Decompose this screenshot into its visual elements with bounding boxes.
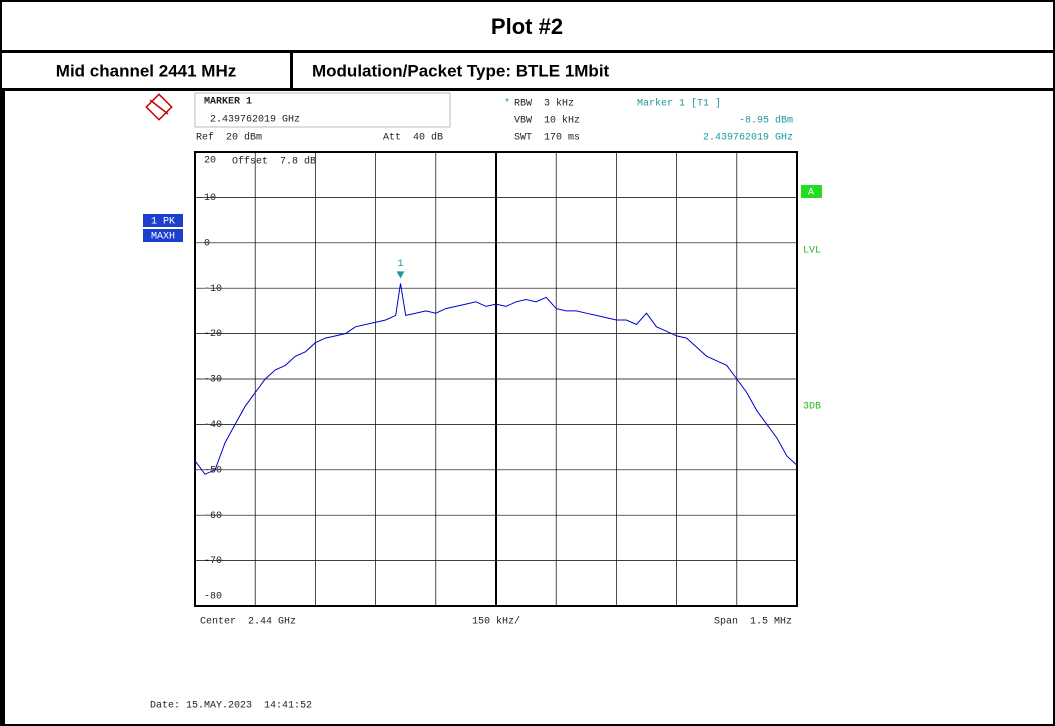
marker-box: [194, 92, 451, 128]
info: MARKER 1: [204, 97, 252, 108]
marker: [396, 271, 405, 279]
rule: [290, 52, 293, 89]
info: 150 kHz/: [472, 616, 520, 628]
y-tick-label: -20: [204, 329, 222, 340]
marker-label: 1: [397, 259, 403, 270]
y-tick-label: -80: [204, 592, 222, 603]
y-tick-label: -70: [204, 556, 222, 567]
y-tick-label: -40: [204, 420, 222, 431]
info: VBW 10 kHz: [514, 115, 580, 127]
rule: [0, 88, 5, 726]
info: LVL: [803, 246, 821, 257]
info: Offset 7.8 dB: [232, 156, 316, 168]
info: 1 PK: [151, 217, 175, 228]
info: 2.439762019 GHz: [210, 115, 300, 126]
rule: [0, 50, 1055, 53]
plot-border: [194, 151, 798, 607]
info: SWT 170 ms: [514, 133, 580, 144]
y-tick-label: 0: [204, 238, 210, 249]
title: Plot #2: [491, 14, 563, 39]
marker-readout: -8.95 dBm: [739, 115, 793, 127]
y-tick-label: -10: [204, 284, 222, 295]
trace: [194, 283, 798, 475]
info: RBW 3 kHz: [514, 98, 574, 110]
info: Date: 15.MAY.2023 14:41:52: [150, 701, 312, 712]
y-tick-label: -30: [204, 375, 222, 386]
info: Span 1.5 MHz: [714, 617, 792, 628]
badge: [143, 229, 183, 242]
y-tick-label: 10: [204, 193, 216, 204]
info: Marker 1 [T1 ]: [637, 98, 721, 110]
info: Ref 20 dBm: [196, 132, 262, 144]
info: 2.439762019 GHz: [703, 133, 793, 144]
y-tick-label: -60: [204, 511, 222, 522]
info: 3DB: [803, 402, 821, 413]
info: *: [504, 98, 510, 110]
info: A: [808, 188, 814, 199]
modulation: Modulation/Packet Type: BTLE 1Mbit: [312, 61, 610, 80]
badge: [801, 185, 822, 198]
info: MAXH: [151, 232, 175, 243]
badge: [143, 214, 183, 227]
channel: Mid channel 2441 MHz: [56, 61, 236, 80]
rule: [0, 88, 1055, 91]
y-tick-label: 20: [204, 156, 216, 167]
info: Att 40 dB: [383, 132, 443, 144]
info: Center 2.44 GHz: [200, 617, 296, 628]
rs-logo: [145, 93, 173, 121]
